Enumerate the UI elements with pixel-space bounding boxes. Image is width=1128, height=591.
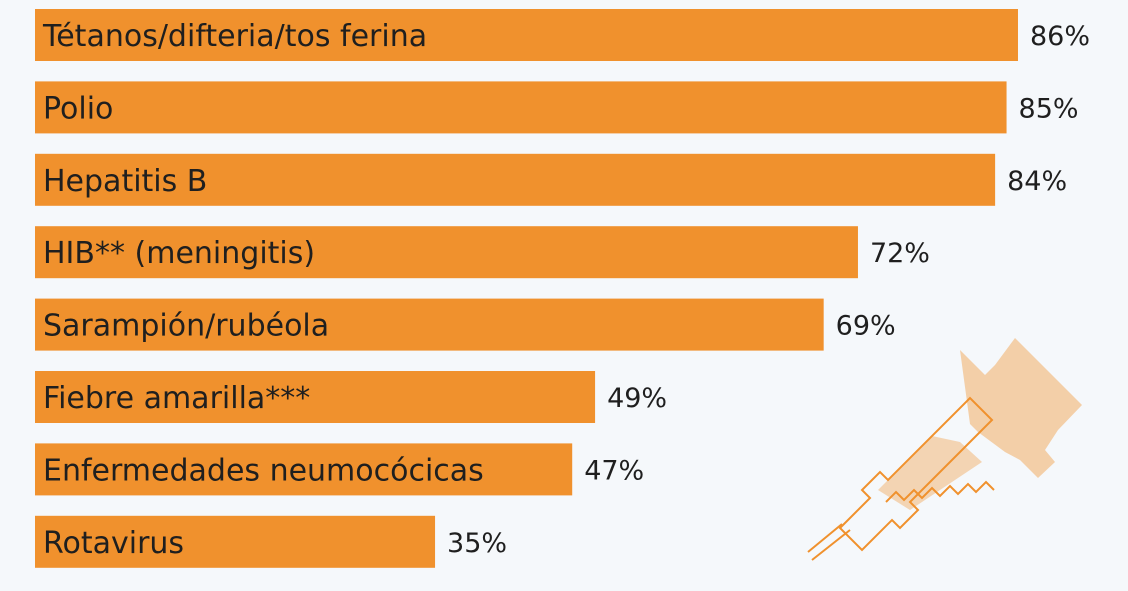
bar-category-label: HIB** (meningitis)	[43, 236, 315, 271]
bar-1	[35, 81, 1007, 134]
bar-3	[35, 226, 858, 279]
bar-5	[35, 371, 596, 423]
bar-category-label: Fiebre amarilla***	[43, 381, 310, 416]
bar-value-label: 84%	[1007, 166, 1067, 197]
bar-0	[35, 9, 1018, 61]
bar-2	[35, 153, 996, 206]
bar-category-label: Tétanos/difteria/tos ferina	[42, 19, 427, 54]
bar-value-label: 85%	[1019, 93, 1079, 124]
bar-7	[35, 515, 436, 568]
bar-value-label: 86%	[1030, 21, 1090, 52]
bar-category-label: Sarampión/rubéola	[43, 309, 329, 344]
bar-category-label: Hepatitis B	[43, 164, 207, 199]
bar-value-label: 47%	[584, 455, 644, 486]
bar-4	[35, 298, 824, 351]
bar-category-label: Enfermedades neumocócicas	[43, 453, 484, 488]
bar-value-label: 72%	[870, 238, 930, 269]
bar-value-label: 49%	[607, 383, 667, 414]
bar-6	[35, 443, 573, 496]
bar-category-label: Rotavirus	[43, 526, 184, 561]
bar-value-label: 69%	[836, 311, 896, 342]
syringe-icon	[807, 338, 1082, 561]
bar-category-label: Polio	[43, 91, 113, 126]
bar-value-label: 35%	[447, 528, 507, 559]
